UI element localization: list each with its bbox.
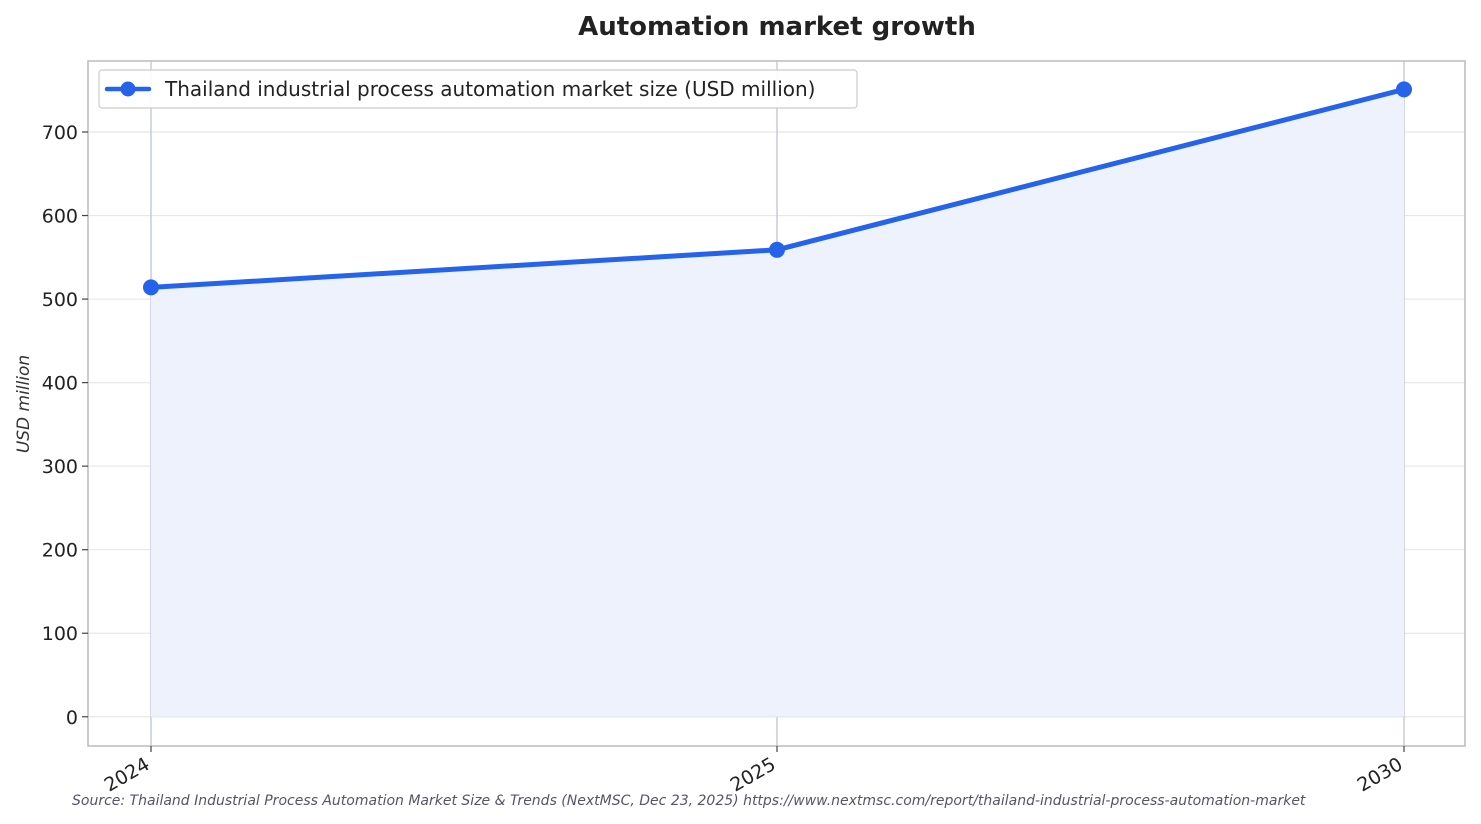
- x-tick-label: 2025: [727, 753, 780, 796]
- series-area: [151, 89, 1404, 717]
- y-axis-label: USD million: [14, 355, 34, 453]
- y-tick-label: 100: [42, 623, 78, 645]
- data-point: [769, 241, 785, 258]
- legend-box: [98, 69, 858, 109]
- y-tick-label: 0: [66, 707, 78, 729]
- chart-title: Automation market growth: [578, 12, 976, 42]
- y-axis-ticks: 0 100 200 300 400 500 600 700: [42, 122, 88, 729]
- legend-point-marker: [120, 81, 136, 97]
- source-note: Source: Thailand Industrial Process Auto…: [72, 793, 1306, 809]
- point-layer: [143, 81, 1412, 296]
- area-layer: [151, 89, 1404, 718]
- y-tick-label: 400: [42, 373, 78, 395]
- legend: Thailand industrial process automation m…: [98, 69, 858, 109]
- x-tick-label: 2030: [1354, 753, 1407, 796]
- y-tick-label: 500: [42, 289, 78, 311]
- y-tick-label: 600: [42, 206, 78, 228]
- data-point: [1396, 81, 1412, 98]
- y-tick-label: 700: [42, 122, 78, 144]
- data-point: [143, 279, 159, 296]
- y-tick-label: 200: [42, 540, 78, 562]
- y-tick-label: 300: [42, 456, 78, 478]
- legend-label: Thailand industrial process automation m…: [164, 77, 815, 101]
- x-axis-ticks: 2024 2025 2030: [101, 746, 1407, 797]
- x-tick-label: 2024: [101, 753, 154, 796]
